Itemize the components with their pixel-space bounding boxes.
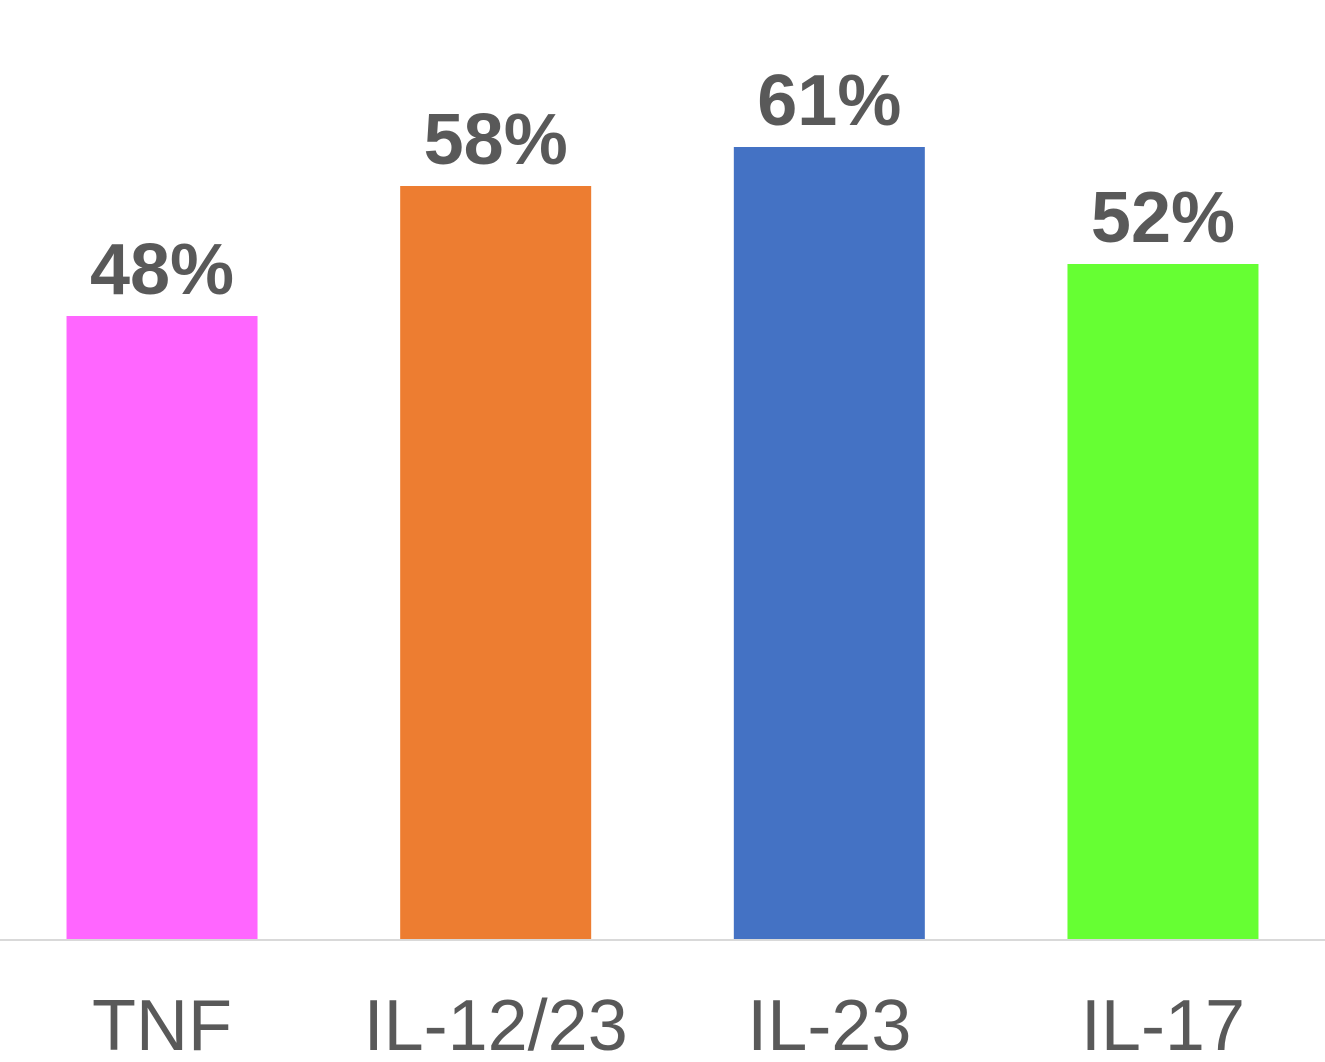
bar-il-23 (733, 147, 925, 940)
value-labels-group: 48% 58% 61% 52% (90, 61, 1235, 310)
bars-group (66, 147, 1259, 940)
category-label-il-17: IL-17 (1081, 986, 1245, 1062)
bar-il-12-23 (400, 186, 592, 940)
value-label-il-17: 52% (1091, 178, 1235, 258)
value-label-il-23: 61% (757, 61, 901, 141)
bar-il-17 (1067, 264, 1259, 940)
category-label-il-23: IL-23 (747, 986, 911, 1062)
category-label-tnf: TNF (92, 986, 232, 1062)
value-label-il-12-23: 58% (424, 100, 568, 180)
value-label-tnf: 48% (90, 230, 234, 310)
bar-tnf (66, 316, 258, 940)
category-label-il-12-23: IL-12/23 (364, 986, 628, 1062)
category-labels-group: TNF IL-12/23 IL-23 IL-17 (92, 986, 1245, 1062)
